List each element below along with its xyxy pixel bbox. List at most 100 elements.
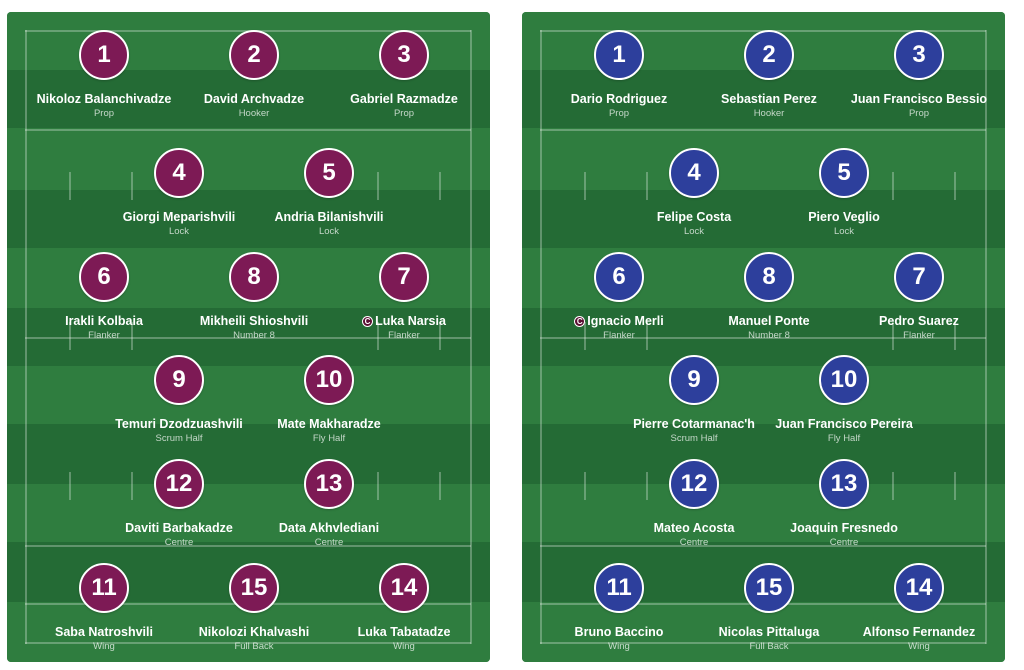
player-name-row: Saba Natroshvili xyxy=(29,625,179,640)
pitch-line xyxy=(25,642,471,644)
pitch-stripe xyxy=(522,308,1005,366)
pitch-line xyxy=(377,322,379,350)
pitch-stripe xyxy=(522,70,1005,128)
player-position: Lock xyxy=(168,226,190,237)
pitch-stripe xyxy=(7,190,490,248)
player-card[interactable]: 2 David Archvadze Hooker xyxy=(179,30,329,120)
player-card[interactable]: 3 Juan Francisco Bessio Prop xyxy=(844,30,994,120)
player-card[interactable]: 11 Bruno Baccino Wing xyxy=(544,563,694,653)
player-card[interactable]: 5 Piero Veglio Lock xyxy=(769,148,919,238)
pitch-stripe xyxy=(7,484,490,542)
player-card[interactable]: 15 Nicolas Pittaluga Full Back xyxy=(694,563,844,653)
player-name-row: Piero Veglio xyxy=(769,210,919,225)
jersey-number: 1 xyxy=(594,30,644,80)
jersey-number: 2 xyxy=(744,30,794,80)
pitch-line xyxy=(69,172,71,200)
player-card[interactable]: 12 Daviti Barbakadze Centre xyxy=(104,459,254,549)
player-position: Centre xyxy=(679,537,709,548)
player-position: Fly Half xyxy=(827,433,861,444)
player-card[interactable]: 9 Pierre Cotarmanac'h Scrum Half xyxy=(619,355,769,445)
pitch-stripe xyxy=(7,70,490,128)
player-card[interactable]: 11 Saba Natroshvili Wing xyxy=(29,563,179,653)
player-name-row: Juan Francisco Bessio xyxy=(844,92,994,107)
jersey-number: 15 xyxy=(229,563,279,613)
player-card[interactable]: 9 Temuri Dzodzuashvili Scrum Half xyxy=(104,355,254,445)
player-position: Number 8 xyxy=(748,330,790,341)
player-name: Nikoloz Balanchivadze xyxy=(36,92,172,106)
player-card[interactable]: 12 Mateo Acosta Centre xyxy=(619,459,769,549)
player-position: Centre xyxy=(164,537,194,548)
jersey-number: 4 xyxy=(669,148,719,198)
player-position: Flanker xyxy=(88,330,120,341)
player-name: Andria Bilanishvili xyxy=(274,210,384,224)
player-name: Bruno Baccino xyxy=(574,625,664,639)
player-position: Scrum Half xyxy=(670,433,718,444)
pitch-line xyxy=(439,322,441,350)
player-position: Number 8 xyxy=(233,330,275,341)
player-position: Flanker xyxy=(388,330,420,341)
pitch-stripe xyxy=(7,424,490,484)
player-name-row: Joaquin Fresnedo xyxy=(769,521,919,536)
argentina-lineup-pitch: 1 Dario Rodriguez Prop 2 Sebastian Perez Hook… xyxy=(522,12,1005,662)
player-position: Centre xyxy=(829,537,859,548)
player-card[interactable]: 4 Felipe Costa Lock xyxy=(619,148,769,238)
jersey-number: 8 xyxy=(229,252,279,302)
pitch-line xyxy=(540,30,542,644)
player-position: Fly Half xyxy=(312,433,346,444)
pitch-line xyxy=(69,322,71,350)
player-name-row: Pedro Suarez xyxy=(844,314,994,329)
jersey-number: 11 xyxy=(79,563,129,613)
player-position: Prop xyxy=(608,108,630,119)
player-position: Full Back xyxy=(749,641,789,652)
player-name-row: Nicolas Pittaluga xyxy=(694,625,844,640)
player-card[interactable]: 14 Alfonso Fernandez Wing xyxy=(844,563,994,653)
jersey-number: 7 xyxy=(379,252,429,302)
jersey-number: 1 xyxy=(79,30,129,80)
jersey-number: 12 xyxy=(154,459,204,509)
player-name-row: C Ignacio Merli xyxy=(544,314,694,329)
jersey-number: 14 xyxy=(379,563,429,613)
pitch-line xyxy=(584,472,586,500)
player-card[interactable]: 4 Giorgi Meparishvili Lock xyxy=(104,148,254,238)
pitch-stripe xyxy=(522,484,1005,542)
player-card[interactable]: 6 Irakli Kolbaia Flanker xyxy=(29,252,179,342)
pitch-line xyxy=(470,30,472,644)
jersey-number: 14 xyxy=(894,563,944,613)
player-name: Mate Makharadze xyxy=(277,417,381,431)
player-card[interactable]: 5 Andria Bilanishvili Lock xyxy=(254,148,404,238)
player-card[interactable]: 8 Manuel Ponte Number 8 xyxy=(694,252,844,342)
captain-badge-letter: C xyxy=(364,317,371,326)
player-position: Flanker xyxy=(603,330,635,341)
player-card[interactable]: 13 Data Akhvlediani Centre xyxy=(254,459,404,549)
pitch-line xyxy=(985,30,987,644)
player-card[interactable]: 13 Joaquin Fresnedo Centre xyxy=(769,459,919,549)
player-card[interactable]: 2 Sebastian Perez Hooker xyxy=(694,30,844,120)
player-position: Wing xyxy=(908,641,930,652)
player-card[interactable]: 1 Nikoloz Balanchivadze Prop xyxy=(29,30,179,120)
player-name-row: Daviti Barbakadze xyxy=(104,521,254,536)
player-card[interactable]: 6 C Ignacio Merli Flanker xyxy=(544,252,694,342)
player-card[interactable]: 7 Pedro Suarez Flanker xyxy=(844,252,994,342)
player-position: Lock xyxy=(683,226,705,237)
pitch-stripe xyxy=(522,424,1005,484)
player-card[interactable]: 15 Nikolozi Khalvashi Full Back xyxy=(179,563,329,653)
pitch-stripe xyxy=(522,128,1005,190)
player-name-row: David Archvadze xyxy=(179,92,329,107)
player-card[interactable]: 8 Mikheili Shioshvili Number 8 xyxy=(179,252,329,342)
player-card[interactable]: 10 Mate Makharadze Fly Half xyxy=(254,355,404,445)
player-position: Prop xyxy=(908,108,930,119)
jersey-number: 13 xyxy=(819,459,869,509)
player-name: Mikheili Shioshvili xyxy=(199,314,309,328)
player-card[interactable]: 1 Dario Rodriguez Prop xyxy=(544,30,694,120)
player-name-row: Juan Francisco Pereira xyxy=(769,417,919,432)
player-name-row: Gabriel Razmadze xyxy=(329,92,479,107)
player-name-row: C Luka Narsia xyxy=(329,314,479,329)
pitch-line xyxy=(646,172,648,200)
player-card[interactable]: 7 C Luka Narsia Flanker xyxy=(329,252,479,342)
player-card[interactable]: 14 Luka Tabatadze Wing xyxy=(329,563,479,653)
player-position: Centre xyxy=(314,537,344,548)
pitch-line xyxy=(439,172,441,200)
player-card[interactable]: 3 Gabriel Razmadze Prop xyxy=(329,30,479,120)
pitch-line xyxy=(377,172,379,200)
player-card[interactable]: 10 Juan Francisco Pereira Fly Half xyxy=(769,355,919,445)
